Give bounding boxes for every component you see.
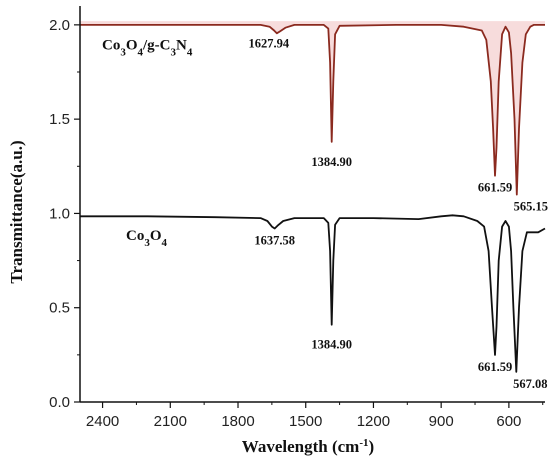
peak-label: 1627.94	[248, 36, 289, 50]
series-0-fill	[80, 21, 545, 195]
x-axis-title-sup: -1	[359, 437, 368, 449]
y-tick-label: 2.0	[49, 17, 70, 34]
peak-label: 1384.90	[311, 155, 352, 169]
series-label-part: 4	[138, 46, 144, 58]
peak-label: 661.59	[478, 181, 512, 195]
x-tick-label: 1200	[357, 413, 390, 430]
series-label-part: N	[176, 37, 187, 53]
peak-label: 661.59	[478, 360, 512, 374]
series-label-part: 3	[171, 46, 177, 58]
y-axis: 0.0 0.5 1.0 1.5 2.0	[49, 6, 81, 411]
y-axis-title: Transmittance(a.u.)	[7, 140, 26, 283]
x-axis: 2400 2100 1800 1500 1200 900 600	[80, 401, 545, 430]
x-tick-label: 1500	[289, 413, 322, 430]
plot-area: Co3O4/g-C3N4Co3O41627.941384.90661.59565…	[80, 21, 548, 391]
series-1-line	[80, 214, 546, 373]
peak-label: 1637.58	[254, 234, 295, 248]
x-axis-title-main: Wavelength (cm	[242, 437, 360, 456]
series-label-part: Co	[126, 228, 144, 244]
series-label-part: Co	[102, 37, 120, 53]
series-label-part: 4	[162, 237, 168, 249]
x-tick-label: 900	[429, 413, 454, 430]
series-label-part: O	[126, 37, 138, 53]
peak-label: 1384.90	[311, 338, 352, 352]
y-tick-label: 0.5	[49, 300, 70, 317]
x-axis-title-close: )	[369, 437, 375, 456]
y-tick-label: 1.0	[49, 205, 70, 222]
series-label-part: /g-C	[142, 37, 171, 53]
x-tick-label: 1800	[221, 413, 254, 430]
series-0-label: Co3O4/g-C3N4	[102, 37, 193, 58]
series-label-part: O	[150, 228, 162, 244]
x-tick-label: 2400	[86, 413, 119, 430]
x-tick-label: 2100	[154, 413, 187, 430]
series-label-part: 3	[120, 46, 126, 58]
y-tick-label: 0.0	[49, 394, 70, 411]
series-1-label: Co3O4	[126, 228, 168, 249]
peak-label: 565.15	[514, 200, 548, 214]
series-0-line	[80, 24, 545, 196]
x-tick-label: 600	[496, 413, 521, 430]
x-axis-title: Wavelength (cm-1)	[242, 437, 374, 456]
y-tick-label: 1.5	[49, 111, 70, 128]
series-label-part: 4	[187, 46, 193, 58]
series-label-part: 3	[144, 237, 150, 249]
peak-label: 567.08	[513, 377, 547, 391]
